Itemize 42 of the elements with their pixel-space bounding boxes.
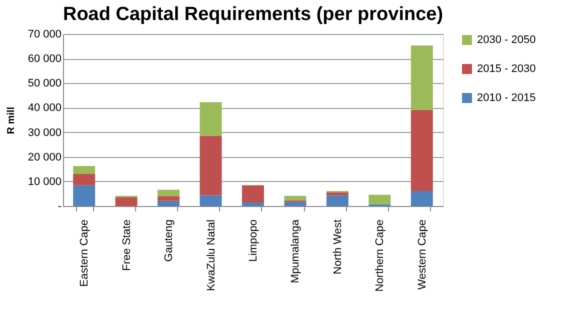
legend-label: 2030 - 2050 [477, 34, 536, 46]
x-tick-label: North West [332, 220, 344, 274]
y-tick-label: - [58, 200, 62, 212]
bar [410, 191, 433, 206]
bar [200, 136, 222, 196]
bar [73, 185, 96, 206]
bar [200, 102, 222, 136]
y-tick-label: 40 000 [28, 102, 62, 114]
bar [284, 202, 306, 206]
bar [200, 195, 222, 206]
bar [158, 196, 180, 201]
x-tick-label: Gauteng [163, 220, 176, 262]
legend-label: 2015 - 2030 [477, 63, 536, 75]
bar [410, 46, 433, 110]
chart-title: Road Capital Requirements (per province) [62, 4, 444, 25]
y-tick-label: 50 000 [28, 78, 62, 90]
y-tick-label: 60 000 [28, 53, 62, 66]
x-tick-label: Limpopo [248, 220, 260, 262]
x-tick-label: Northern Cape [374, 220, 386, 292]
y-tick-label: 30 000 [28, 126, 62, 139]
y-tick-label: 10 000 [28, 176, 62, 188]
x-tick-label: Mpumalanga [290, 218, 302, 284]
bar [242, 202, 264, 206]
x-tick-label: KwaZulu Natal [205, 220, 218, 292]
bar [284, 196, 306, 200]
x-tick-label: Free State [120, 220, 133, 271]
bar [242, 185, 264, 203]
legend-label: 2010 - 2015 [477, 92, 536, 104]
x-tick-label: Western Cape [416, 220, 428, 290]
bar [115, 197, 138, 206]
x-tick-label: Eastern Cape [78, 220, 91, 287]
bar [326, 195, 348, 206]
bar [158, 200, 180, 206]
bar [158, 190, 180, 196]
bar [410, 110, 433, 192]
y-axis-title: R mill [6, 106, 17, 134]
bar [326, 192, 348, 196]
bar [73, 174, 96, 186]
y-tick-label: 20 000 [28, 151, 62, 164]
bar [73, 166, 96, 174]
bar [368, 194, 391, 204]
y-tick-label: 70 000 [28, 28, 62, 40]
